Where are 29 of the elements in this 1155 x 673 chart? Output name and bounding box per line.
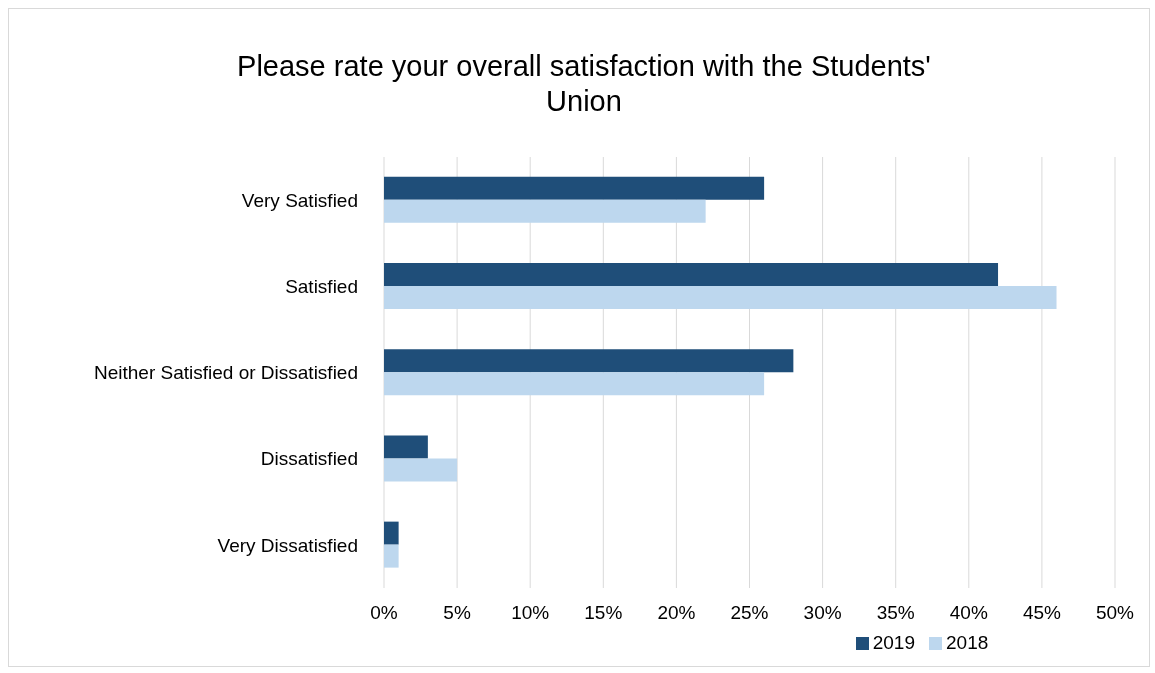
x-tick-label: 50%: [1095, 602, 1135, 624]
legend-label: 2018: [945, 632, 989, 654]
legend-label: 2019: [871, 632, 915, 654]
y-tick-label: Dissatisfied: [260, 448, 358, 470]
bar: [384, 349, 794, 373]
x-tick-label: 10%: [511, 602, 550, 624]
x-tick-label: 5%: [443, 602, 471, 624]
bar: [384, 544, 399, 568]
y-tick-label: Very Satisfied: [241, 189, 358, 211]
bar: [384, 176, 765, 200]
x-tick-label: 0%: [370, 602, 398, 624]
bar: [384, 521, 399, 545]
bar: [384, 372, 765, 396]
x-tick-label: 25%: [730, 602, 769, 624]
chart-title: Please rate your overall satisfaction with the Students' Union: [236, 49, 932, 119]
x-tick-label: 30%: [803, 602, 842, 624]
y-tick-label: Satisfied: [285, 276, 358, 298]
x-tick-label: 15%: [584, 602, 623, 624]
y-tick-label: Neither Satisfied or Dissatisfied: [94, 362, 358, 384]
bar: [384, 435, 428, 459]
y-tick-label: Very Dissatisfied: [217, 534, 358, 556]
bar: [384, 199, 706, 223]
x-tick-label: 20%: [657, 602, 696, 624]
bar: [384, 286, 1057, 310]
bar: [384, 458, 458, 482]
x-tick-label: 40%: [949, 602, 988, 624]
bar: [384, 263, 999, 287]
x-tick-label: 45%: [1022, 602, 1062, 624]
x-tick-label: 35%: [876, 602, 915, 624]
